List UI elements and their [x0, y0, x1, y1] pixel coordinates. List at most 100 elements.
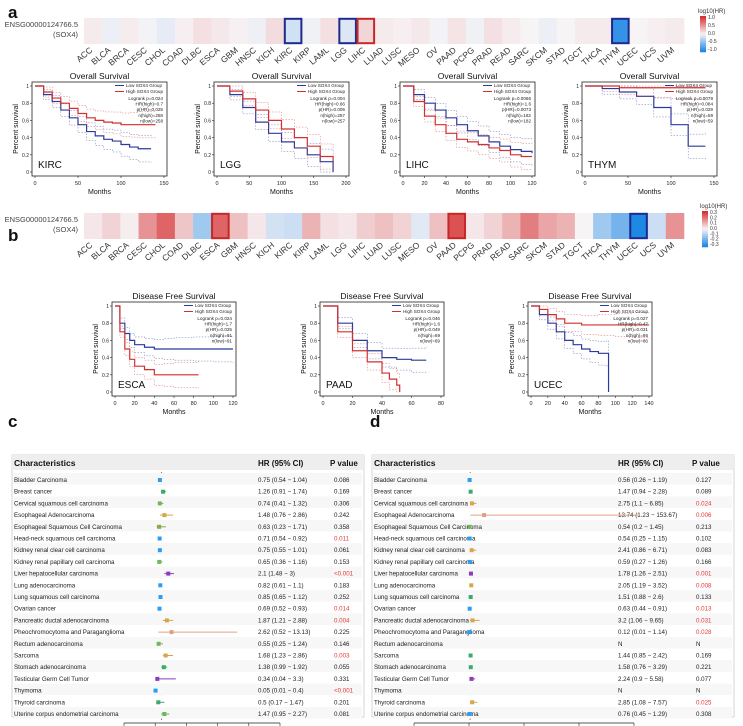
km-x-tick-label: 0	[321, 401, 324, 407]
heatmap-cell	[247, 18, 267, 44]
forest-header-hr: HR (95% CI)	[618, 459, 664, 468]
forest-row-ci: 2.05 (1.19 − 3.52)	[618, 582, 667, 589]
heatmap-legend-swatch	[700, 43, 706, 46]
km-x-axis-label: Months	[88, 189, 111, 196]
heatmap-cell	[247, 213, 267, 239]
heatmap-cell	[574, 213, 594, 239]
forest-hr-marker	[469, 676, 474, 681]
forest-row-ci: 1.87 (1.21 − 2.88)	[258, 617, 307, 624]
km-x-tick-label: 0	[401, 181, 404, 187]
heatmap-cell	[120, 18, 139, 44]
heatmap-cell	[611, 213, 630, 239]
heatmap-cell	[574, 18, 594, 44]
heatmap-legend-swatch	[702, 234, 708, 237]
heatmap-legend-swatch	[702, 221, 708, 224]
forest-row-name: Head-neck squamous cell carcinoma	[374, 536, 476, 543]
forest-row-bg	[14, 683, 362, 696]
km-cancer-label: UCEC	[534, 380, 562, 391]
heatmap-legend-swatch	[702, 229, 708, 232]
km-y-tick-label: 0.8	[102, 321, 109, 327]
forest-row-bg	[374, 519, 732, 532]
km-y-tick-label: 0.6	[310, 338, 317, 344]
km-x-tick-label: 100	[611, 401, 620, 407]
forest-row-pvalue: 0.308	[696, 711, 712, 718]
km-cancer-label: THYM	[588, 160, 616, 171]
heatmap-cancer-label: SKCM	[524, 240, 549, 263]
km-title: Overall Survival	[620, 71, 680, 81]
heatmap-cancer-label: MESO	[396, 45, 422, 69]
forest-row-bg	[374, 707, 732, 719]
km-legend-label: Low SOX4 Group	[611, 303, 647, 308]
km-legend-label: High SOX4 Group	[611, 309, 648, 314]
forest-row-pvalue: 0.102	[696, 536, 712, 543]
forest-row-bg	[374, 660, 732, 672]
km-x-tick-label: 40	[562, 401, 568, 407]
km-y-tick-label: 0	[208, 170, 211, 176]
heatmap-legend-swatch	[700, 50, 706, 53]
km-stat-text: n(low)=182	[508, 118, 531, 123]
heatmap-cell	[429, 213, 448, 239]
heatmap-cell	[120, 213, 139, 239]
forest-header-pvalue: P value	[330, 459, 358, 468]
heatmap-cell	[156, 18, 176, 44]
forest-row-ci: 0.82 (0.61 − 1.1)	[258, 582, 304, 589]
km-stat-text: p(HR)=0.025	[206, 327, 233, 332]
km-plot-lihc: Overall Survival 0 20 40 60 80 100 120 0 0.2 0.4 0.…	[381, 71, 537, 196]
km-y-tick-label: 0	[522, 390, 525, 396]
forest-row-name: Thyroid carcinoma	[14, 699, 65, 706]
forest-hr-marker	[468, 571, 473, 576]
heatmap-legend-swatch	[700, 28, 706, 31]
km-legend-label: Low SOX4 Group	[494, 83, 530, 88]
km-stat-text: n(high)=258	[138, 113, 163, 118]
heatmap-cell	[629, 18, 648, 44]
km-x-tick-label: 80	[438, 401, 444, 407]
forest-hr-marker	[157, 478, 162, 482]
forest-row-bg	[14, 671, 362, 684]
km-plot-paad: Disease Free Survival 0 20 40 60 80 0 0.2 0.4 0.6…	[301, 291, 445, 416]
forest-row-pvalue: 0.221	[696, 664, 712, 671]
forest-hr-marker	[468, 595, 473, 599]
km-ci-upper	[531, 305, 609, 379]
heatmap-legend-swatch	[700, 26, 706, 29]
forest-row-pvalue: 0.242	[334, 512, 350, 519]
forest-row-pvalue: 0.006	[696, 512, 712, 519]
heatmap-heatmap_a: ENSG00000124766.5(SOX4)ACCBLCABRCACESCCH…	[5, 9, 726, 69]
forest-row-pvalue: 0.306	[334, 500, 350, 507]
heatmap-legend-swatch	[702, 220, 708, 223]
heatmap-legend-swatch	[702, 225, 708, 228]
forest-row-bg	[14, 473, 362, 485]
forest-row-pvalue: 0.003	[334, 653, 350, 660]
km-x-tick-label: 0	[33, 181, 36, 187]
heatmap-cell	[84, 213, 103, 239]
forest-plot-c: Characteristics HR (95% CI) P value Bladder…	[11, 454, 365, 726]
forest-row-name: Lung adenocarcinoma	[374, 582, 436, 589]
km-x-tick-label: 0	[529, 401, 532, 407]
heatmap-cancer-label: KICH	[254, 240, 276, 261]
forest-row-name: Liver hepatocellular carcinoma	[374, 571, 458, 578]
forest-row-bg	[14, 660, 362, 672]
km-x-tick-label: 120	[527, 181, 536, 187]
forest-row-ci: 0.05 (0.01 − 0.4)	[258, 688, 304, 695]
forest-hr-marker	[469, 583, 474, 588]
km-ci-upper	[115, 305, 199, 365]
forest-row-name: Rectum adenocarcinoma	[14, 641, 83, 648]
km-stat-text: p(HR)=0.031	[622, 327, 649, 332]
km-series-line	[585, 85, 706, 147]
forest-row-name: Breast cancer	[14, 489, 52, 496]
forest-row-pvalue: 0.225	[334, 629, 350, 636]
heatmap-cell	[284, 213, 303, 239]
forest-row-pvalue: 0.127	[696, 477, 712, 484]
km-x-tick-label: 150	[309, 181, 318, 187]
forest-row-pvalue: 0.008	[696, 582, 712, 589]
heatmap-cell	[411, 213, 430, 239]
heatmap-gene-symbol: (SOX4)	[53, 225, 79, 234]
forest-row-ci: 0.54 (0.2 − 1.45)	[618, 524, 664, 531]
forest-row-pvalue: 0.153	[334, 559, 350, 566]
km-x-tick-label: 0	[215, 181, 218, 187]
forest-row-ci: 2.24 (0.9 − 5.58)	[618, 676, 664, 683]
forest-row-name: Bladder Carcinoma	[374, 477, 428, 484]
km-stat-text: n(low)=69	[420, 338, 441, 343]
km-x-axis-label: Months	[456, 189, 479, 196]
heatmap-cancer-label: UVM	[655, 240, 676, 260]
km-y-tick-label: 0.8	[310, 321, 317, 327]
